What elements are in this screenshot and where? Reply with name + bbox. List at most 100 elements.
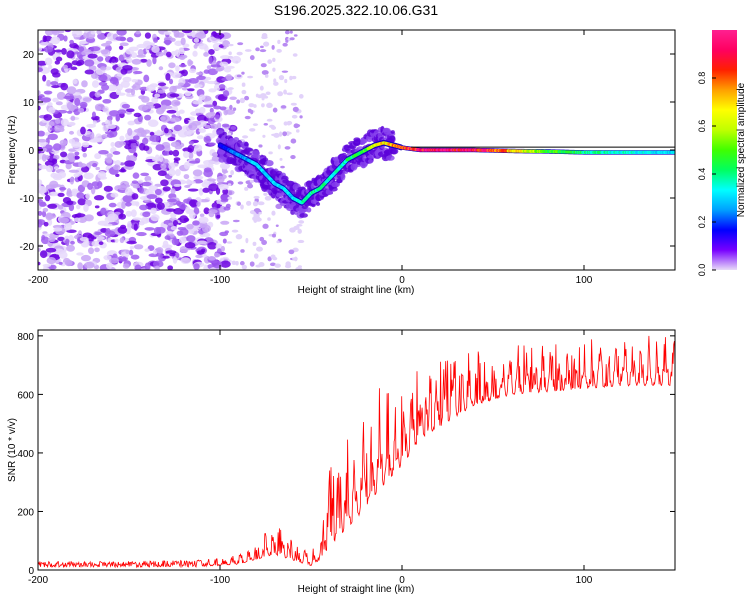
noise-blob: [252, 123, 259, 127]
noise-blob: [195, 32, 207, 40]
noise-blob: [84, 59, 95, 67]
noise-blob: [232, 219, 240, 223]
noise-blob: [61, 47, 67, 55]
noise-blob: [259, 45, 264, 49]
noise-blob: [135, 201, 140, 207]
noise-blob: [231, 55, 242, 64]
noise-blob: [66, 229, 77, 233]
noise-blob: [75, 61, 83, 67]
noise-blob: [42, 263, 52, 268]
noise-blob: [203, 264, 209, 270]
noise-blob: [68, 157, 76, 163]
noise-blob: [140, 216, 150, 224]
noise-blob: [275, 224, 279, 228]
noise-blob: [46, 256, 57, 265]
noise-blob: [120, 80, 130, 88]
noise-blob: [160, 179, 169, 187]
noise-blob: [253, 253, 259, 259]
noise-blob: [271, 44, 275, 50]
noise-blob: [66, 110, 73, 114]
noise-blob: [167, 265, 174, 270]
noise-blob: [135, 30, 141, 35]
noise-blob: [148, 253, 159, 258]
noise-blob: [293, 123, 300, 129]
noise-blob: [38, 179, 43, 186]
noise-blob: [191, 31, 197, 38]
noise-blob: [105, 124, 117, 130]
noise-blob: [38, 141, 49, 146]
noise-blob: [215, 243, 222, 250]
noise-blob: [158, 66, 164, 71]
noise-blob: [245, 237, 249, 244]
noise-blob: [55, 101, 63, 106]
noise-blob: [195, 254, 203, 259]
noise-blob: [268, 151, 273, 155]
noise-blob: [130, 142, 137, 150]
noise-blob: [196, 75, 207, 81]
noise-blob: [98, 74, 108, 82]
noise-blob: [248, 103, 255, 108]
noise-blob: [128, 139, 137, 144]
noise-blob: [168, 62, 176, 69]
noise-blob: [110, 56, 117, 63]
noise-blob: [119, 162, 125, 166]
noise-blob: [216, 76, 226, 83]
noise-blob: [146, 84, 156, 92]
noise-blob: [93, 195, 105, 201]
signal-halo: [244, 141, 249, 147]
noise-blob: [45, 247, 57, 253]
colorbar-tick-label: 0.4: [697, 168, 707, 181]
noise-blob: [117, 226, 128, 234]
noise-blob: [157, 82, 167, 87]
noise-blob: [271, 210, 276, 216]
colorbar-tick-label: 0.2: [697, 216, 707, 229]
noise-blob: [209, 107, 214, 113]
noise-blob: [115, 115, 121, 122]
noise-blob: [153, 37, 158, 43]
noise-blob: [177, 226, 187, 231]
signal-halo: [353, 137, 361, 142]
noise-blob: [184, 242, 196, 249]
noise-blob: [76, 252, 84, 256]
noise-blob: [82, 97, 92, 102]
noise-blob: [101, 84, 110, 91]
snr-series-line: [38, 335, 675, 569]
noise-blob: [142, 129, 151, 134]
noise-blob: [241, 82, 246, 87]
noise-blob: [81, 166, 90, 173]
noise-blob: [298, 220, 305, 224]
signal-halo: [390, 148, 397, 155]
noise-blob: [38, 185, 47, 194]
noise-blob: [179, 54, 186, 61]
noise-blob: [60, 118, 69, 127]
noise-blob: [193, 207, 200, 215]
noise-blob: [210, 123, 219, 130]
noise-blob: [100, 66, 107, 71]
noise-blob: [291, 114, 298, 119]
noise-blob: [132, 217, 142, 221]
colorbar-tick-label: 0.0: [697, 264, 707, 277]
noise-blob: [66, 244, 75, 252]
noise-blob: [95, 166, 100, 171]
noise-blob: [249, 180, 255, 183]
noise-blob: [185, 206, 191, 214]
noise-blob: [180, 257, 191, 265]
noise-blob: [45, 165, 54, 173]
noise-blob: [239, 261, 245, 266]
signal-halo: [315, 202, 321, 206]
noise-blob: [53, 166, 59, 170]
noise-blob: [133, 244, 144, 250]
noise-blob: [115, 36, 126, 41]
noise-blob: [222, 90, 230, 97]
noise-blob: [174, 238, 180, 245]
noise-blob: [38, 248, 41, 252]
noise-blob: [207, 117, 216, 125]
noise-blob: [253, 195, 260, 199]
noise-blob: [207, 142, 216, 146]
noise-blob: [67, 121, 76, 127]
noise-blob: [276, 240, 280, 244]
noise-blob: [131, 85, 137, 89]
noise-blob: [249, 55, 255, 61]
noise-blob: [80, 104, 87, 109]
